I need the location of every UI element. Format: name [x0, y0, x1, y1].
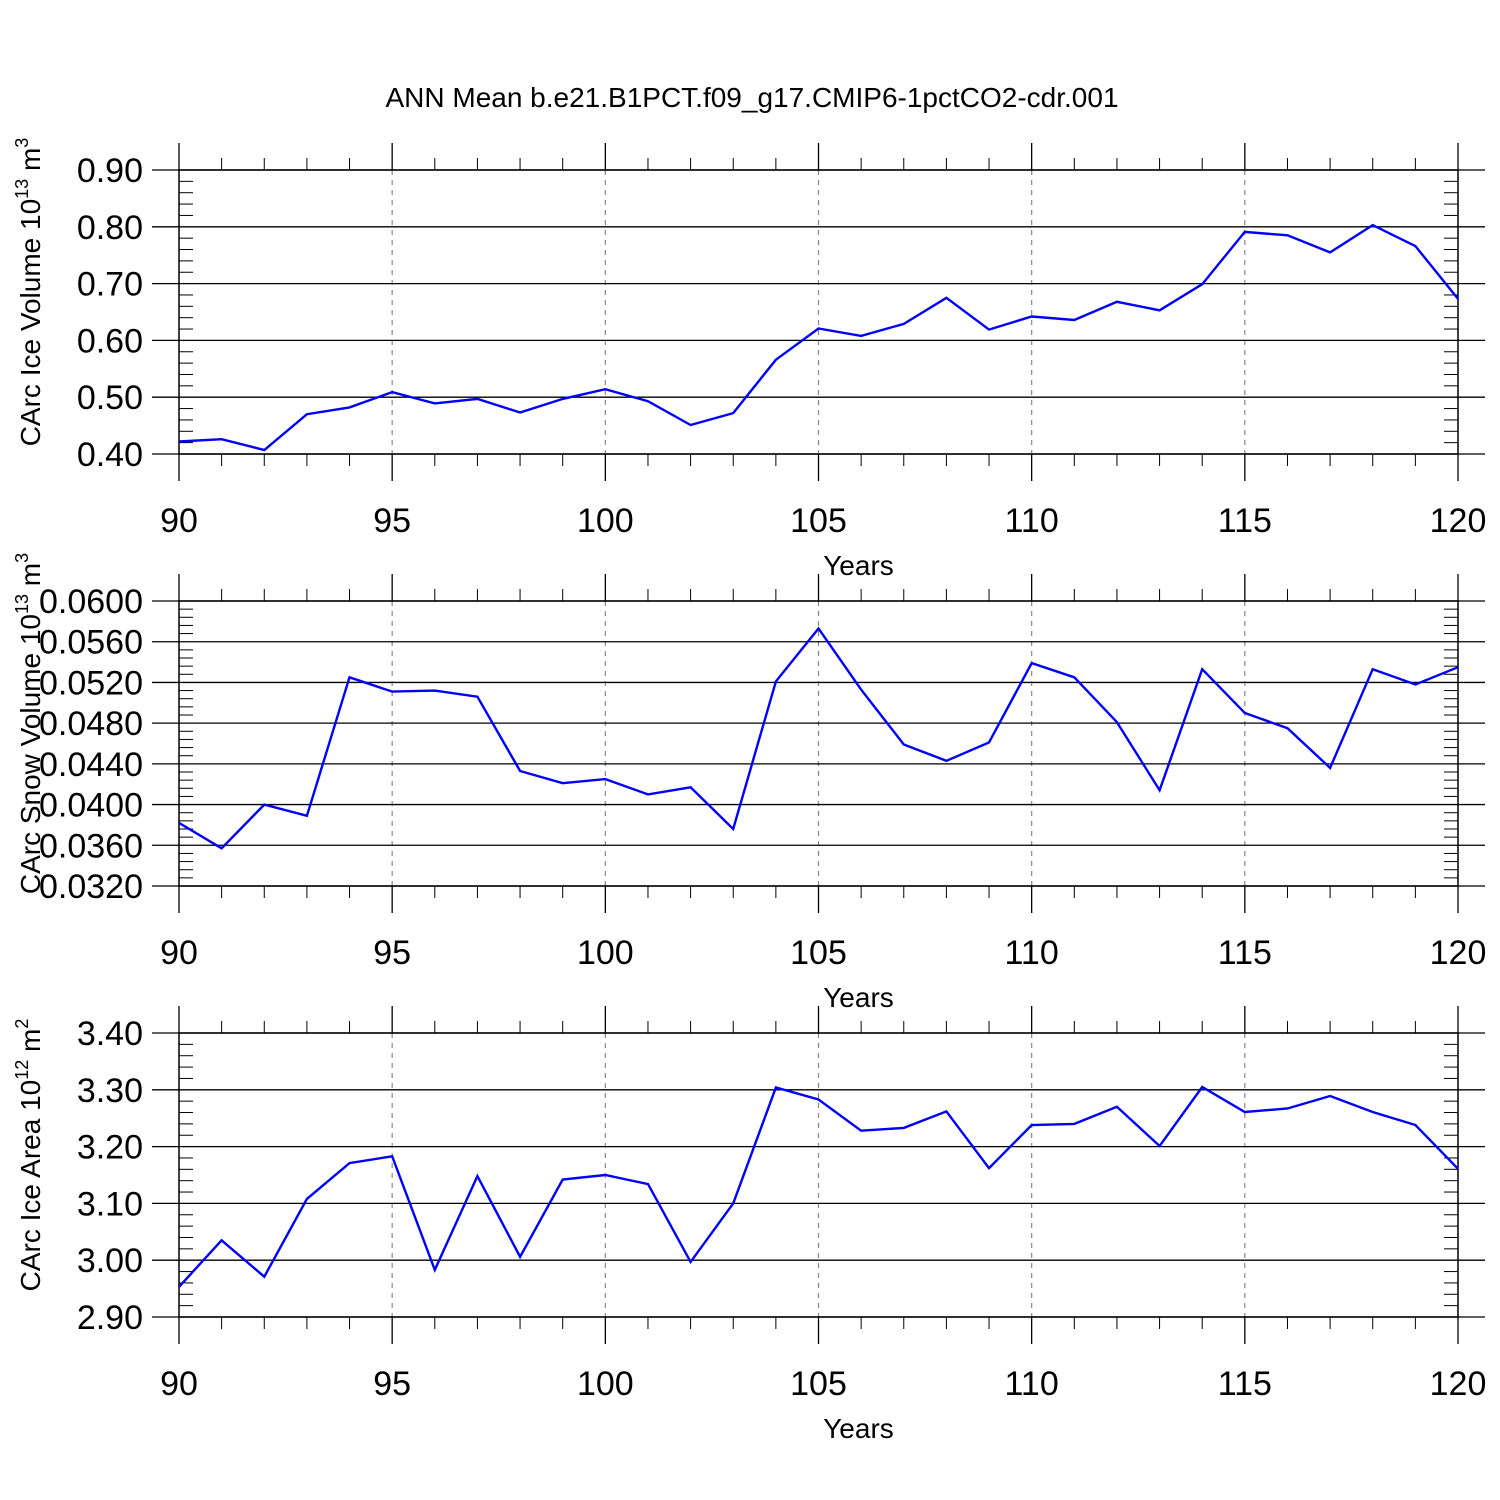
y-tick-label: 0.60: [77, 322, 143, 360]
panel-snow-volume: 90 95 100 105 110 115 1200.03200.03600.04000.0…: [12, 553, 1486, 1013]
x-tick-label: 110: [1005, 1365, 1059, 1403]
x-tick-label: 105: [790, 1365, 847, 1403]
y-tick-label: 2.90: [77, 1299, 143, 1337]
chart-title: ANN Mean b.e21.B1PCT.f09_g17.CMIP6-1pctC…: [385, 82, 1118, 113]
y-tick-label: 3.30: [77, 1072, 143, 1110]
x-tick-label: 120: [1430, 934, 1487, 972]
x-tick-label: 105: [790, 934, 847, 972]
x-tick-label: 115: [1218, 502, 1272, 540]
y-axis-title-unit: m: [15, 563, 46, 594]
y-tick-label: 3.10: [77, 1185, 143, 1223]
y-tick-label: 3.00: [77, 1242, 143, 1280]
x-tick-label: 100: [577, 934, 634, 972]
y-axis-title-text: CArc Snow Volume 10: [15, 614, 46, 894]
y-axis-title-unit: m: [15, 1029, 46, 1060]
x-tick-label: 90: [160, 1365, 198, 1403]
x-tick-label: 110: [1005, 502, 1059, 540]
x-tick-label: 100: [577, 502, 634, 540]
x-tick-label: 95: [373, 1365, 411, 1403]
panel-ice-volume: 90 95 100 105 110 115 120 0.40 0.50 0.60 0.70 0.80 0…: [12, 138, 1486, 581]
x-axis-title: Years: [823, 550, 894, 581]
y-tick-label: 0.0440: [39, 746, 143, 784]
x-tick-label: 90: [160, 502, 198, 540]
y-tick-label: 0.70: [77, 266, 143, 304]
x-tick-label: 105: [790, 502, 847, 540]
x-tick-label: 90: [160, 934, 198, 972]
y-axis-title: CArc Snow Volume 1013 m3: [12, 553, 46, 894]
y-tick-label: 3.40: [77, 1015, 143, 1053]
y-axis-title-exponent: 13: [12, 179, 32, 199]
y-axis-title: CArc Ice Area 1012 m2: [12, 1019, 46, 1292]
y-axis-title: CArc Ice Volume 1013 m3: [12, 138, 46, 447]
y-tick-label: 0.0360: [39, 827, 143, 865]
y-tick-label: 0.0560: [39, 624, 143, 662]
x-tick-label: 115: [1218, 934, 1272, 972]
x-tick-label: 95: [373, 934, 411, 972]
y-axis-title-unit-exponent: 3: [12, 553, 32, 563]
x-tick-label: 100: [577, 1365, 634, 1403]
y-tick-label: 0.0480: [39, 705, 143, 743]
x-axis-title: Years: [823, 982, 894, 1013]
x-tick-label: 120: [1430, 502, 1487, 540]
y-tick-label: 0.80: [77, 209, 143, 247]
y-tick-label: 0.0400: [39, 787, 143, 825]
y-tick-label: 0.50: [77, 379, 143, 417]
panel-ice-area: 90 95 100 105 110 115 120 2.90 3.00 3.10 3.20 3.30 3…: [12, 1006, 1486, 1444]
x-tick-label: 115: [1218, 1365, 1272, 1403]
y-axis-title-text: CArc Ice Area 10: [15, 1080, 46, 1292]
x-axis-title: Years: [823, 1413, 894, 1444]
y-tick-label: 0.0520: [39, 664, 143, 702]
plot-frame: [178, 600, 1459, 887]
y-axis-title-exponent: 13: [12, 594, 32, 614]
x-tick-label: 110: [1005, 934, 1059, 972]
x-tick-label: 120: [1430, 1365, 1487, 1403]
y-axis-title-unit-exponent: 3: [12, 138, 32, 148]
y-tick-label: 0.0600: [39, 583, 143, 621]
y-axis-title-text: CArc Ice Volume 10: [15, 199, 46, 446]
y-tick-label: 0.0320: [39, 868, 143, 906]
y-tick-label: 3.20: [77, 1129, 143, 1167]
y-axis-title-exponent: 12: [12, 1060, 32, 1080]
plot-frame: [178, 169, 1459, 455]
plot-frame: [178, 1032, 1459, 1318]
y-tick-label: 0.40: [77, 436, 143, 474]
y-axis-title-unit: m: [15, 148, 46, 179]
y-tick-label: 0.90: [77, 152, 143, 190]
x-tick-label: 95: [373, 502, 411, 540]
y-axis-title-unit-exponent: 2: [12, 1019, 32, 1029]
